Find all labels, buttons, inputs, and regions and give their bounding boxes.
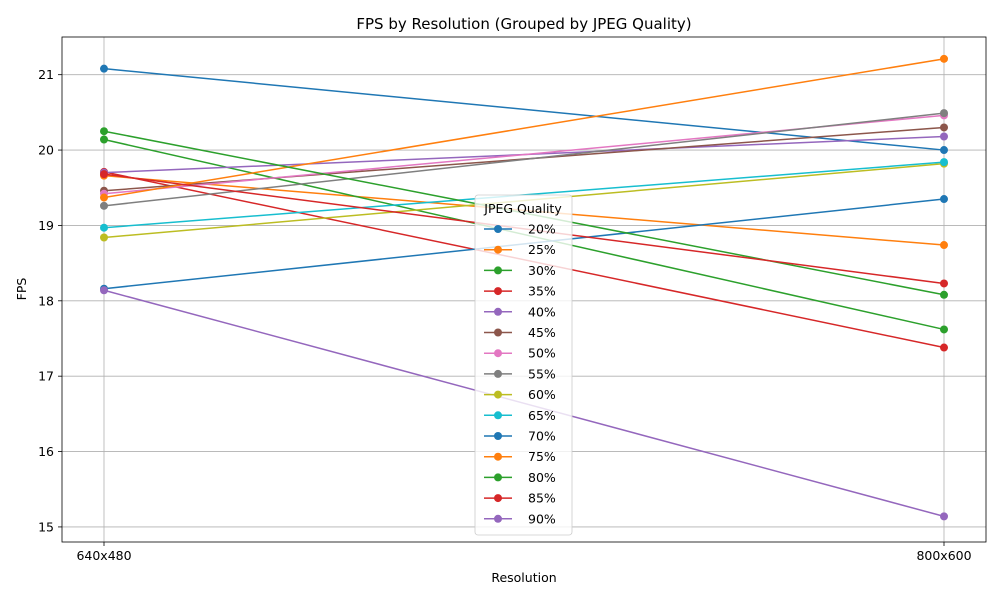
legend-entry: 40% bbox=[484, 304, 556, 319]
legend-label: 45% bbox=[528, 325, 556, 340]
legend-entry: 90% bbox=[484, 511, 556, 526]
data-point bbox=[100, 64, 108, 73]
legend-label: 80% bbox=[528, 470, 556, 485]
series-line bbox=[103, 58, 945, 199]
series-line bbox=[103, 112, 945, 207]
legend-label: 55% bbox=[528, 366, 556, 381]
legend-label: 50% bbox=[528, 346, 556, 361]
legend-marker bbox=[494, 245, 502, 254]
legend-entry: 65% bbox=[484, 408, 556, 423]
legend-entry: 70% bbox=[484, 429, 556, 444]
legend-label: 70% bbox=[528, 429, 556, 444]
data-point bbox=[940, 146, 948, 155]
legend-label: 65% bbox=[528, 408, 556, 423]
legend-entry: 25% bbox=[484, 242, 556, 257]
legend-marker bbox=[494, 349, 502, 358]
data-point bbox=[940, 195, 948, 204]
legend-entry: 50% bbox=[484, 346, 556, 361]
legend-label: 25% bbox=[528, 242, 556, 257]
legend-marker bbox=[494, 452, 502, 461]
data-point bbox=[940, 512, 948, 521]
data-point bbox=[940, 132, 948, 141]
data-point bbox=[100, 233, 108, 242]
legend-marker bbox=[494, 494, 502, 503]
legend-entry: 20% bbox=[484, 222, 556, 237]
data-point bbox=[940, 343, 948, 352]
axes-layer: 640x480 800x600 15 16 17 18 19 20 21 bbox=[38, 36, 987, 563]
data-point bbox=[940, 325, 948, 334]
legend-marker bbox=[494, 411, 502, 420]
series-55pct bbox=[100, 109, 948, 210]
legend-entry: 85% bbox=[484, 491, 556, 506]
legend-marker bbox=[494, 307, 502, 316]
legend-entry: 30% bbox=[484, 263, 556, 278]
data-point bbox=[100, 193, 108, 202]
legend-marker bbox=[494, 287, 502, 296]
legend-entry: 60% bbox=[484, 387, 556, 402]
x-tick-label: 640x480 bbox=[76, 548, 131, 563]
legend-frame bbox=[474, 194, 573, 536]
data-point bbox=[100, 286, 108, 295]
data-point bbox=[100, 201, 108, 210]
legend-label: 20% bbox=[528, 222, 556, 237]
plot-frame bbox=[61, 36, 987, 543]
data-point bbox=[940, 123, 948, 132]
legend-marker bbox=[494, 390, 502, 399]
series-line bbox=[103, 67, 945, 151]
legend-label: 30% bbox=[528, 263, 556, 278]
data-point bbox=[100, 127, 108, 136]
series-20pct bbox=[100, 64, 948, 155]
series-75pct bbox=[100, 54, 948, 202]
legend-label: 40% bbox=[528, 304, 556, 319]
legend: JPEG Quality 20% 25% 30% 35% 40% 45% 50% 55% 60%… bbox=[474, 194, 573, 536]
y-tick-label: 16 bbox=[38, 444, 54, 459]
legend-label: 35% bbox=[528, 284, 556, 299]
y-axis-label: FPS bbox=[14, 278, 29, 301]
y-tick-label: 21 bbox=[38, 67, 54, 82]
legend-marker bbox=[494, 473, 502, 482]
y-tick-label: 18 bbox=[38, 293, 54, 308]
legend-title: JPEG Quality bbox=[483, 201, 562, 216]
legend-marker bbox=[494, 432, 502, 440]
legend-marker bbox=[494, 369, 502, 378]
x-tick-label: 800x600 bbox=[916, 548, 971, 563]
data-point bbox=[100, 135, 108, 144]
legend-entries: 20% 25% 30% 35% 40% 45% 50% 55% 60% 65% 70% 75% 80% 8… bbox=[484, 222, 556, 526]
legend-entry: 80% bbox=[484, 470, 556, 485]
legend-entry: 35% bbox=[484, 284, 556, 299]
data-point bbox=[940, 54, 948, 63]
y-tick-label: 20 bbox=[38, 143, 54, 158]
legend-marker bbox=[494, 266, 502, 275]
data-point bbox=[940, 109, 948, 118]
data-point bbox=[940, 158, 948, 167]
legend-label: 75% bbox=[528, 449, 556, 464]
data-point bbox=[100, 223, 108, 232]
data-point bbox=[940, 279, 948, 288]
data-point bbox=[940, 241, 948, 250]
x-axis-label: Resolution bbox=[491, 570, 556, 585]
legend-marker bbox=[494, 225, 502, 233]
legend-marker bbox=[494, 328, 502, 337]
legend-entry: 75% bbox=[484, 449, 556, 464]
legend-label: 85% bbox=[528, 491, 556, 506]
legend-entry: 45% bbox=[484, 325, 556, 340]
data-point bbox=[100, 170, 108, 179]
legend-marker bbox=[494, 514, 502, 523]
legend-label: 90% bbox=[528, 511, 556, 526]
data-point bbox=[940, 290, 948, 299]
y-tick-label: 15 bbox=[38, 519, 54, 534]
legend-label: 60% bbox=[528, 387, 556, 402]
legend-entry: 55% bbox=[484, 366, 556, 381]
y-tick-label: 17 bbox=[38, 369, 54, 384]
chart-title: FPS by Resolution (Grouped by JPEG Quali… bbox=[356, 15, 691, 33]
y-tick-label: 19 bbox=[38, 218, 54, 233]
